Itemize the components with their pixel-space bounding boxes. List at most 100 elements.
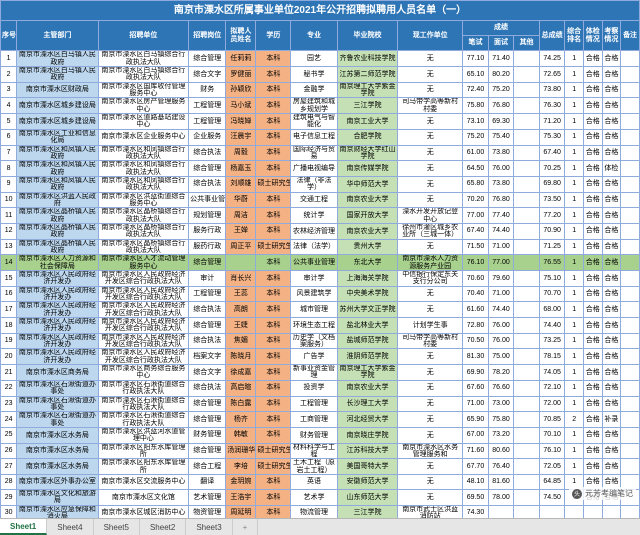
cell[interactable]: 南京市溧水区洪蓝河水道管理中心 — [98, 427, 189, 443]
cell[interactable]: 周毅 — [226, 145, 256, 161]
cell[interactable]: 华中师范大学 — [337, 176, 397, 192]
cell[interactable]: 1 — [1, 51, 17, 67]
cell[interactable]: 三江学院 — [337, 98, 397, 114]
cell[interactable]: 无 — [398, 239, 463, 255]
cell[interactable]: 合格 — [583, 208, 602, 224]
cell[interactable]: 30 — [1, 505, 17, 518]
cell[interactable]: 73.50 — [539, 192, 565, 208]
cell[interactable] — [621, 396, 640, 412]
cell[interactable]: 财务 — [189, 82, 226, 98]
cell[interactable]: 28 — [1, 474, 17, 489]
cell[interactable]: 南京市溧水区人民政府经济开发区综合行政执法大队 — [98, 286, 189, 302]
cell[interactable]: 河北经贸大学 — [337, 412, 397, 428]
cell[interactable]: 75.30 — [539, 129, 565, 145]
cell[interactable]: 城市管理 — [291, 302, 337, 318]
table-row[interactable]: 9南京市溧水区和凤镇人民政府南京市溧水区和凤镇综合行政执法大队综合执法刘顺雄硕士… — [1, 176, 640, 192]
cell[interactable] — [621, 443, 640, 459]
cell[interactable]: 材料科学与工程 — [291, 443, 337, 459]
cell[interactable]: 合格 — [583, 82, 602, 98]
cell[interactable] — [514, 98, 540, 114]
cell[interactable]: 南京市溧水区商务综合服务中心 — [98, 365, 189, 381]
cell[interactable]: 21 — [1, 365, 17, 381]
table-row[interactable]: 14南京市溧水区人力资源和社会保障局南京市溧水区人才流动管理服务中心综合管理本科… — [1, 255, 640, 271]
cell[interactable]: 物资管理 — [189, 505, 226, 518]
cell[interactable]: 南京市溧水区和凤镇综合行政执法大队 — [98, 161, 189, 177]
cell[interactable]: 肖长兴 — [226, 271, 256, 287]
cell[interactable]: 南京市溧水区人民政府经济开发办 — [17, 302, 98, 318]
table-row[interactable]: 25南京市溧水区水务局南京市溧水区洪蓝河水道管理中心财务管理韩敏本科财务管理南京… — [1, 427, 640, 443]
cell[interactable]: 上海海关学院 — [337, 271, 397, 287]
cell[interactable]: 本科 — [256, 412, 291, 428]
cell[interactable]: 综合工程 — [189, 459, 226, 475]
cell[interactable]: 南京市溧水区应急保障和消火局 — [17, 505, 98, 518]
cell[interactable]: 72.00 — [539, 396, 565, 412]
cell[interactable]: 合格 — [583, 98, 602, 114]
cell[interactable]: 南京理工大学紫金学院 — [337, 365, 397, 381]
cell[interactable]: 6 — [1, 129, 17, 145]
table-row[interactable]: 12南京市溧水区晶桥镇人民政府南京市溧水区晶桥镇综合行政执法大队服务行政王婵本科… — [1, 223, 640, 239]
cell[interactable]: 12 — [1, 223, 17, 239]
cell[interactable]: 4 — [1, 98, 17, 114]
table-row[interactable]: 7南京市溧水区和凤镇人民政府南京市溧水区和凤镇综合行政执法大队综合执法周毅本科国… — [1, 145, 640, 161]
cell[interactable]: 审计 — [189, 271, 226, 287]
cell[interactable]: 公共事业管理 — [291, 255, 337, 271]
cell[interactable]: 艺术学 — [291, 490, 337, 506]
cell[interactable]: 8 — [1, 161, 17, 177]
cell[interactable]: 75.40 — [488, 129, 514, 145]
cell[interactable]: 房屋建筑和城乡规划学 — [291, 98, 337, 114]
cell[interactable]: 76.40 — [488, 459, 514, 475]
table-row[interactable]: 29南京市溧水区文化和旅游局南京市溧水区文化馆艺术管理王浩宇本科艺术学山东师范大… — [1, 490, 640, 506]
table-row[interactable]: 15南京市溧水区人民政府经济开发办南京市溧水区人民政府经济开发区综合行政执法大队… — [1, 271, 640, 287]
cell[interactable]: 本科 — [256, 474, 291, 489]
cell[interactable]: 合格 — [602, 365, 621, 381]
cell[interactable]: 南京市溧水区财政局 — [17, 82, 98, 98]
cell[interactable]: 南京市溧水区外事办公室 — [17, 474, 98, 489]
cell[interactable]: 杨嘉玉 — [226, 161, 256, 177]
cell[interactable]: 本科 — [256, 490, 291, 506]
cell[interactable]: 合格 — [583, 255, 602, 271]
cell[interactable]: 南京市溧水区水务局 — [17, 459, 98, 475]
cell[interactable]: 英语 — [291, 474, 337, 489]
cell[interactable]: 南京市溧水区洪蓝街道综合服务中心 — [98, 192, 189, 208]
cell[interactable]: 南京市溧水区石湫街道办事处 — [17, 380, 98, 396]
table-row[interactable]: 1南京市溧水区白马镇人民政府南京市溧水区白马镇综合行政执法大队综合管理任莉莉本科… — [1, 51, 640, 67]
cell[interactable] — [514, 286, 540, 302]
cell[interactable]: 72.10 — [539, 380, 565, 396]
cell[interactable]: 71.50 — [463, 239, 489, 255]
cell[interactable]: 硕士研究生 — [256, 239, 291, 255]
cell[interactable]: 71.00 — [488, 239, 514, 255]
cell[interactable]: 无 — [398, 82, 463, 98]
cell[interactable]: 南京市溧水区交流服务中心 — [98, 474, 189, 489]
cell[interactable]: 无 — [398, 380, 463, 396]
cell[interactable]: 艺术管理 — [189, 490, 226, 506]
cell[interactable]: 南京晓庄学院 — [337, 427, 397, 443]
cell[interactable] — [621, 365, 640, 381]
cell[interactable]: 南京市溧水区阳东水库管理所 — [98, 459, 189, 475]
col-work[interactable]: 现工作单位 — [398, 21, 463, 51]
cell[interactable]: 29 — [1, 490, 17, 506]
cell[interactable]: 无 — [398, 365, 463, 381]
cell[interactable]: 76.60 — [488, 380, 514, 396]
cell[interactable]: 盐北林业大学 — [337, 318, 397, 334]
cell[interactable]: 74.30 — [463, 505, 489, 518]
col-dept[interactable]: 主管部门 — [17, 21, 98, 51]
cell[interactable]: 合格 — [583, 349, 602, 365]
cell[interactable]: 安徽师范大学 — [337, 474, 397, 489]
cell[interactable]: 环境生态工程 — [291, 318, 337, 334]
cell[interactable] — [514, 505, 540, 518]
cell[interactable]: 1 — [565, 51, 584, 67]
table-row[interactable]: 20南京市溧水区人民政府经济开发办南京市溧水区人民政府经济开发区综合行政执法大队… — [1, 349, 640, 365]
cell[interactable]: 本科 — [256, 427, 291, 443]
table-row[interactable]: 3南京市溧水区财政局南京市溧水区国库收付管理服务中心财务孙颖欣本科金融学南京理工… — [1, 82, 640, 98]
cell[interactable]: 南京市溧水区城区消防中心 — [98, 505, 189, 518]
cell[interactable]: 73.00 — [488, 396, 514, 412]
cell[interactable]: 杨齐 — [226, 412, 256, 428]
cell[interactable]: 本科 — [256, 271, 291, 287]
cell[interactable]: 本科 — [256, 255, 291, 271]
cell[interactable]: 合格 — [583, 333, 602, 349]
cell[interactable]: 历史学（文档案服务） — [291, 333, 337, 349]
cell[interactable]: 5 — [1, 114, 17, 130]
cell[interactable] — [621, 380, 640, 396]
cell[interactable]: 合格 — [602, 192, 621, 208]
add-sheet-button[interactable]: + — [233, 519, 259, 535]
